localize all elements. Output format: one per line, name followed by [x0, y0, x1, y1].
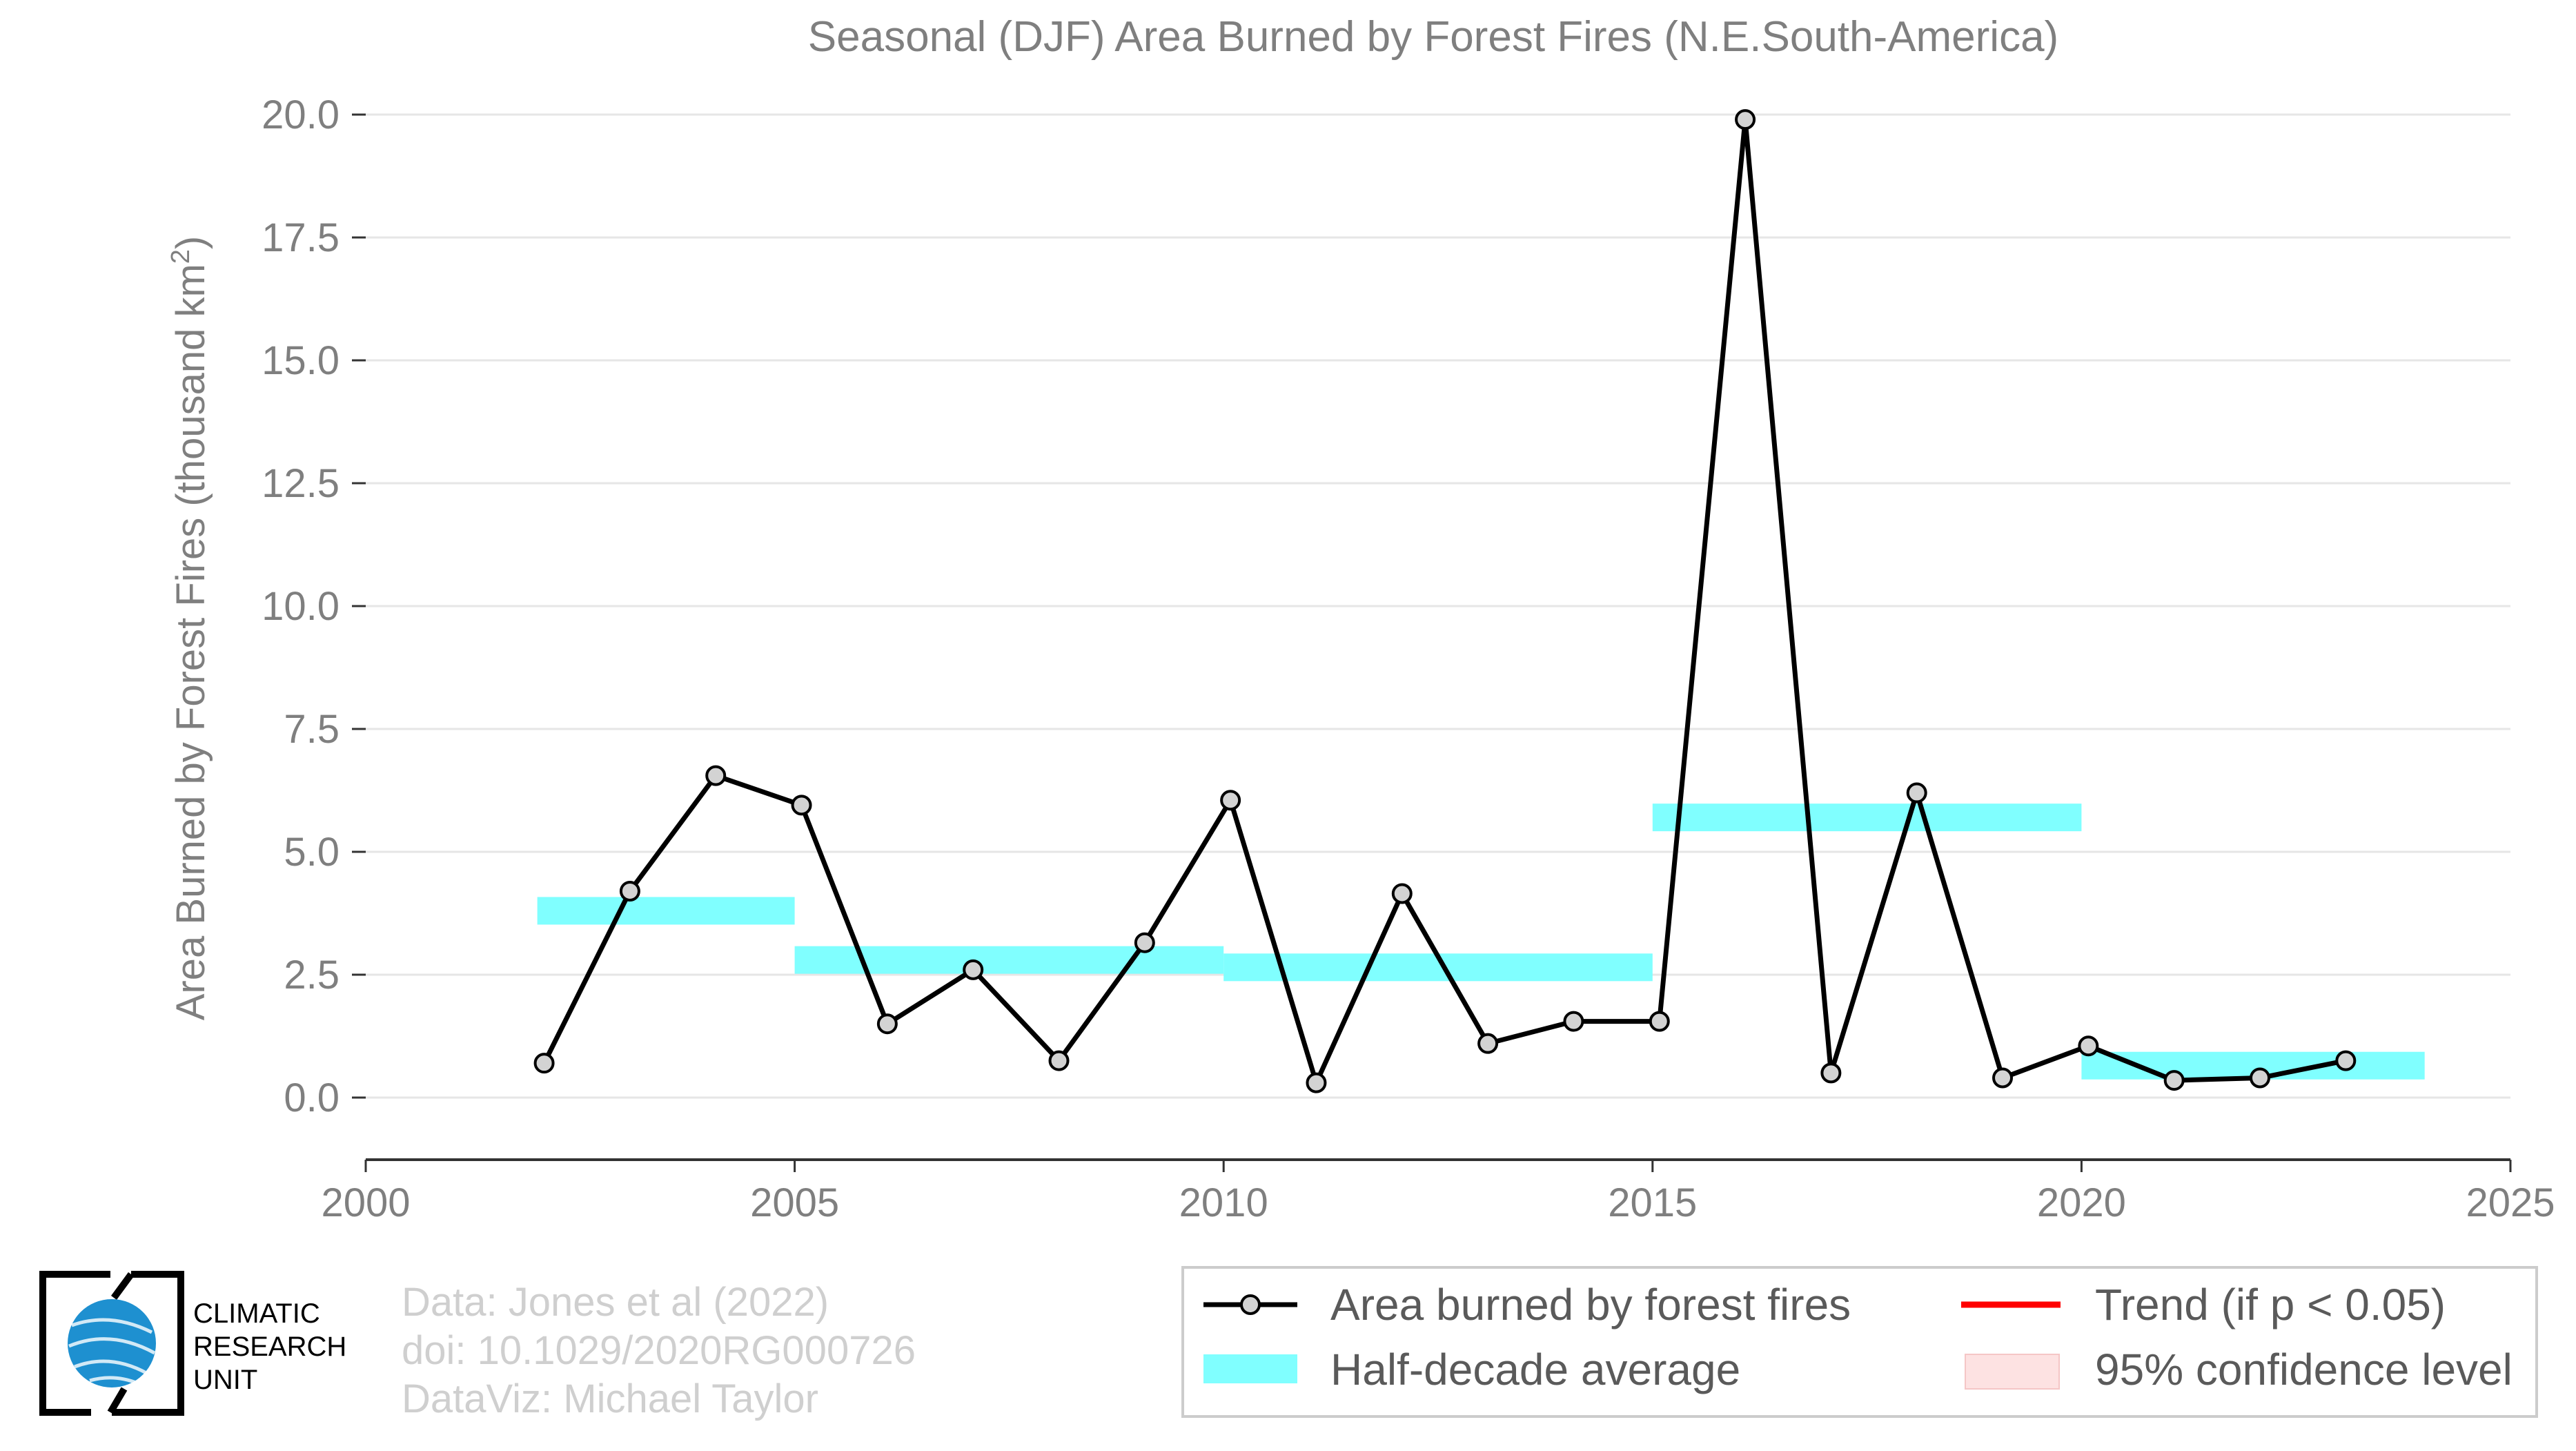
x-tick-label: 2010 [1179, 1180, 1268, 1225]
series-area-burned [533, 109, 2357, 1093]
gridlines [366, 113, 2510, 1099]
y-tick-label: 7.5 [284, 707, 340, 752]
y-tick-label: 10.0 [262, 584, 340, 629]
legend-confidence-label: 95% confidence level [2095, 1345, 2513, 1394]
data-point [1992, 1067, 2014, 1089]
y-tick-label: 17.5 [262, 215, 340, 260]
data-point [876, 1013, 898, 1035]
x-tick-label: 2005 [750, 1180, 839, 1225]
credit-doi: doi: 10.1029/2020RG000726 [402, 1328, 916, 1373]
logo-line-2: RESEARCH [193, 1332, 346, 1362]
y-tick-label: 15.0 [262, 338, 340, 383]
y-tick-label: 0.0 [284, 1075, 340, 1120]
legend-average-label: Half-decade average [1330, 1345, 1740, 1394]
legend-series-marker [1240, 1294, 1261, 1315]
half-decade-average-bar [1652, 804, 2082, 832]
cru-logo: CLIMATIC RESEARCH UNIT [39, 1271, 346, 1416]
series-line [542, 117, 2346, 1086]
x-tick-label: 2025 [2466, 1180, 2555, 1225]
data-point [705, 765, 727, 786]
legend-box [1181, 1266, 2538, 1418]
x-axis: 2000 2005 2010 2015 2020 2025 [321, 1158, 2555, 1225]
y-axis-ticks: 0.0 2.5 5.0 7.5 10.0 12.5 15.0 17.5 20.0 [262, 92, 366, 1120]
data-point [1906, 782, 1927, 804]
data-point [791, 795, 812, 816]
y-tick-label: 12.5 [262, 461, 340, 506]
data-point [1563, 1011, 1584, 1032]
legend: Area burned by forest fires Half-decade … [1181, 1266, 2538, 1418]
data-point [1391, 883, 1413, 904]
x-tick-label: 2015 [1608, 1180, 1697, 1225]
data-point [1134, 932, 1155, 953]
data-point [2163, 1070, 2185, 1091]
legend-series-label: Area burned by forest fires [1330, 1280, 1851, 1330]
data-point [1649, 1011, 1670, 1032]
data-point [1048, 1050, 1070, 1071]
credit-data: Data: Jones et al (2022) [402, 1280, 829, 1325]
legend-trend-label: Trend (if p < 0.05) [2095, 1280, 2446, 1330]
y-axis-label: Area Burned by Forest Fires (thousand km… [166, 236, 213, 1021]
data-point [533, 1053, 555, 1074]
y-tick-label: 20.0 [262, 92, 340, 137]
chart-title: Seasonal (DJF) Area Burned by Forest Fir… [808, 13, 2058, 61]
x-tick-label: 2020 [2037, 1180, 2126, 1225]
data-point [1735, 109, 1756, 130]
globe-lines [68, 1318, 156, 1385]
data-point [619, 880, 640, 902]
logo-line-3: UNIT [193, 1365, 257, 1395]
data-point [1477, 1033, 1499, 1054]
y-tick-label: 2.5 [284, 953, 340, 997]
logo-line-1: CLIMATIC [193, 1298, 320, 1329]
legend-average-swatch [1203, 1354, 1297, 1383]
y-tick-label: 5.0 [284, 830, 340, 875]
data-point [2249, 1067, 2270, 1089]
data-point [2335, 1050, 2357, 1071]
logo-frame [39, 1271, 184, 1416]
half-decade-average-bar [537, 897, 795, 925]
data-point [1306, 1072, 1327, 1093]
credit-dataviz: DataViz: Michael Taylor [402, 1376, 818, 1421]
data-point [2078, 1035, 2099, 1057]
legend-confidence-swatch [1965, 1354, 2060, 1390]
x-tick-label: 2000 [321, 1180, 410, 1225]
data-point [1220, 790, 1241, 811]
data-point [963, 959, 984, 980]
data-point [1820, 1062, 1842, 1084]
